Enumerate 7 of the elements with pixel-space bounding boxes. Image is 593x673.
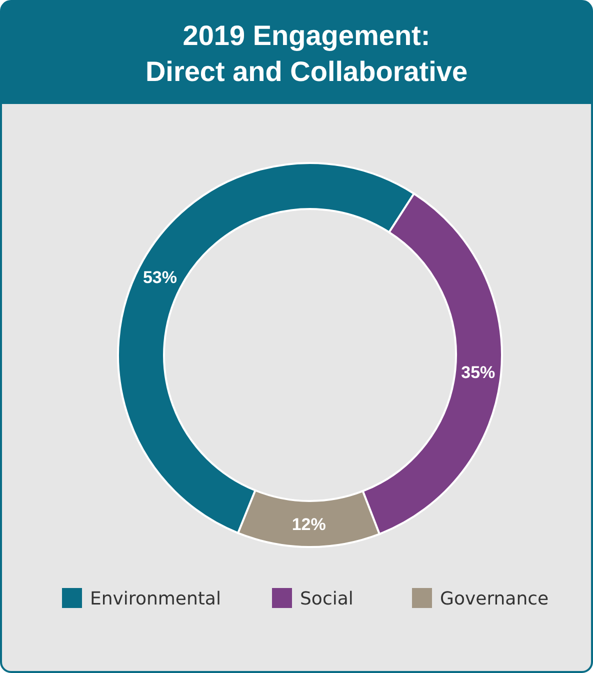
legend-label: Environmental — [90, 588, 221, 610]
chart-title: 2019 Engagement: Direct and Collaborative — [145, 20, 468, 87]
legend-label: Governance — [440, 588, 549, 610]
data-label: 12% — [292, 514, 326, 534]
legend-label: Social — [300, 588, 354, 610]
data-label: 35% — [461, 363, 496, 382]
data-label: 53% — [142, 268, 177, 288]
